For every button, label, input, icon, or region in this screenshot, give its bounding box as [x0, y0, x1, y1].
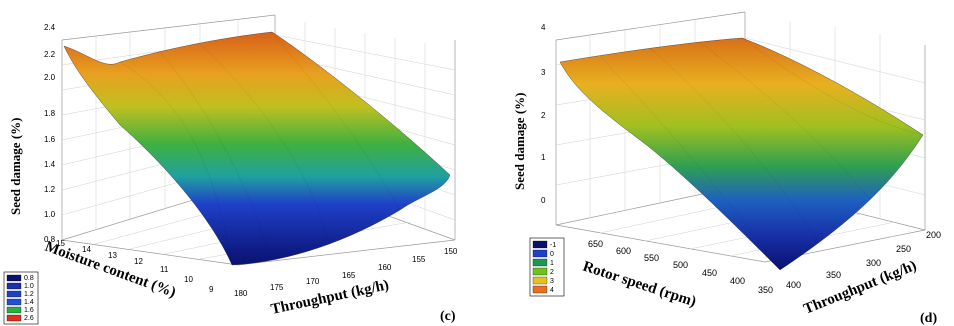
y-tick-d: 300 [866, 258, 881, 268]
z-ticks-d: 0 1 2 3 4 [541, 23, 546, 205]
legend-swatch [6, 274, 22, 282]
z-tick-c: 2.2 [44, 50, 56, 59]
x-ticks-c: 180 175 170 165 160 155 150 [234, 247, 458, 298]
legend-label: 1.4 [24, 299, 34, 306]
z-tick-c: 1.4 [44, 160, 56, 169]
y-tick-d: 400 [786, 280, 801, 290]
y-tick-d: 200 [926, 230, 941, 240]
x-tick-d: 350 [758, 285, 773, 295]
y-tick-c: 13 [108, 251, 117, 260]
z-tick-c: 2.4 [44, 23, 56, 32]
legend-swatch [6, 290, 22, 298]
y-tick-c: 12 [134, 257, 143, 266]
x-tick-c: 160 [378, 263, 392, 272]
z-tick-c: 0.8 [44, 235, 56, 244]
surface-c-fill [63, 31, 451, 266]
x-axis-label-c: Throughput (kg/h) [270, 277, 391, 318]
surface-d [559, 37, 924, 271]
chart-d: 0 1 2 3 4 650 600 550 500 450 400 350 40… [512, 11, 941, 326]
legend-swatch [532, 276, 548, 285]
legend-swatch [532, 240, 548, 249]
z-tick-c: 1.8 [44, 109, 56, 118]
z-tick-d: 4 [541, 23, 546, 32]
legend-swatch [6, 298, 22, 306]
x-tick-c: 170 [306, 277, 320, 286]
legend-label: 3 [550, 278, 554, 285]
y-tick-d: 250 [896, 244, 911, 254]
z-tick-d: 1 [541, 153, 546, 162]
x-tick-c: 155 [412, 255, 426, 264]
legend-label: 4 [550, 287, 554, 294]
legend-items-d: -1 0 1 2 3 4 [532, 240, 556, 294]
z-tick-d: 3 [541, 68, 546, 77]
x-tick-d: 650 [588, 239, 603, 249]
surface-d-mesh [599, 37, 924, 271]
legend-label: 0 [550, 251, 554, 258]
z-tick-c: 1.0 [44, 210, 56, 219]
y-tick-c: 10 [184, 275, 193, 284]
z-tick-d: 2 [541, 111, 546, 120]
legend-swatch [6, 306, 22, 314]
x-tick-d: 600 [616, 246, 631, 256]
surface-c-mesh [119, 31, 401, 266]
z-tick-c: 1.2 [44, 185, 56, 194]
x-tick-d: 400 [730, 276, 745, 286]
legend-swatch [6, 282, 22, 290]
legend-c: 0.81.01.21.41.62.6 [3, 271, 39, 325]
legend-items-c: 0.81.01.21.41.62.6 [6, 274, 34, 322]
legend-label: 2 [550, 269, 554, 276]
legend-label: 2.6 [24, 315, 34, 322]
legend-label: 1.0 [24, 283, 34, 290]
legend-swatch [532, 258, 548, 267]
legend-swatch [6, 314, 22, 322]
x-tick-d: 550 [644, 253, 659, 263]
surface-c [63, 31, 451, 266]
z-tick-d: 0 [541, 196, 546, 205]
legend-label: -1 [550, 242, 556, 249]
surface-d-fill [559, 37, 924, 271]
legend-swatch [532, 267, 548, 276]
y-tick-c: 9 [209, 285, 214, 294]
y-ticks-c: 15 14 13 12 11 10 9 [56, 239, 214, 294]
y-tick-d: 350 [826, 270, 841, 280]
y-tick-c: 11 [160, 265, 169, 274]
z-ticks-c: 0.8 1.0 1.2 1.4 1.6 1.8 2.0 2.2 2.4 [44, 23, 56, 244]
z-axis-label-d: Seed damage (%) [512, 93, 527, 191]
z-axis-label-c: Seed damage (%) [8, 118, 23, 216]
legend-label: 0.8 [24, 275, 34, 282]
legend-label: 1.6 [24, 307, 34, 314]
x-tick-c: 165 [342, 271, 356, 280]
x-tick-c: 180 [234, 289, 248, 298]
panel-label-c: (c) [440, 309, 456, 324]
legend-label: 1.2 [24, 291, 34, 298]
legend-swatch [532, 249, 548, 258]
legend-label: 1 [550, 260, 554, 267]
chart-c: 0.8 1.0 1.2 1.4 1.6 1.8 2.0 2.2 2.4 15 1… [3, 14, 458, 325]
legend-swatch [532, 285, 548, 294]
x-ticks-d: 650 600 550 500 450 400 350 [588, 239, 773, 295]
y-axis-label-c: Moisture content (%) [43, 239, 178, 301]
y-tick-c: 14 [82, 245, 91, 254]
x-tick-c: 150 [444, 247, 458, 256]
z-tick-c: 2.0 [44, 73, 56, 82]
x-tick-c: 175 [270, 283, 284, 292]
y-tick-c: 15 [56, 239, 65, 248]
y-ticks-d: 400 350 300 250 200 [786, 230, 941, 290]
legend-d: -1 0 1 2 3 4 [529, 237, 565, 297]
x-tick-d: 500 [673, 260, 688, 270]
x-tick-d: 450 [702, 268, 717, 278]
y-axis-label-d: Throughput (kg/h) [802, 258, 919, 318]
panel-label-d: (d) [920, 311, 937, 326]
z-tick-c: 1.6 [44, 135, 56, 144]
